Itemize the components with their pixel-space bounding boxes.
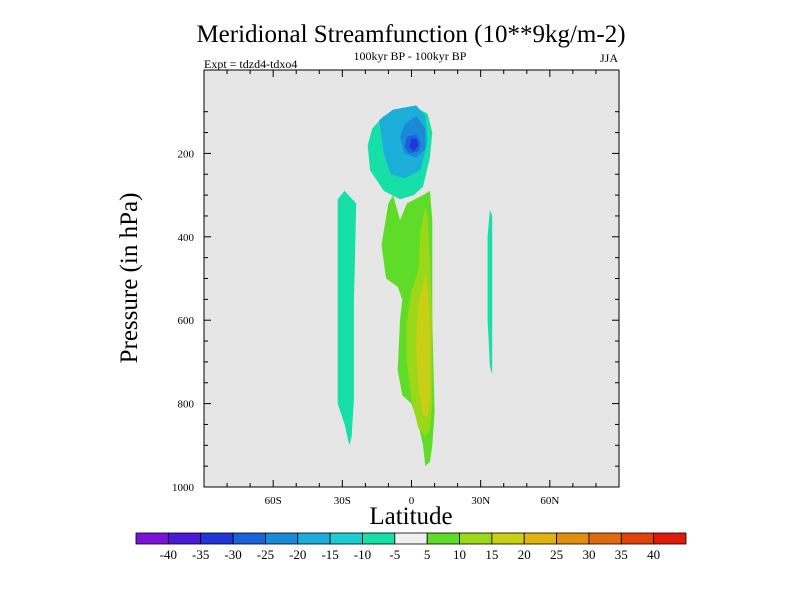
x-tick-label: 30S [334,495,351,507]
colorbar-label: 20 [518,547,531,562]
colorbar-label: 10 [453,547,466,562]
colorbar-swatch [523,532,557,545]
colorbar-swatch [653,532,687,545]
x-tick-labels: 60S 30S 0 30N 60N [265,495,560,507]
colorbar-label: -30 [224,547,241,562]
x-tick-label: 0 [409,495,415,507]
x-tick-label: 60S [265,495,282,507]
colorbar-swatch [167,532,202,545]
tick-layer [204,70,619,487]
colorbar-label: 35 [615,547,628,562]
chart-subtitle: 100kyr BP - 100kyr BP [354,49,467,63]
colorbar-label: 25 [550,547,563,562]
colorbar-swatch [588,532,622,545]
colorbar-swatch [362,532,396,545]
colorbar-swatch [556,532,590,545]
x-tick-label: 30N [471,495,490,507]
contour-layer [337,105,493,467]
contour-cell-g [409,138,419,152]
colorbar-swatch [200,532,234,545]
colorbar-label: 30 [582,547,595,562]
colorbar-label: 15 [485,547,498,562]
y-tick-labels: 200 400 600 800 1000 [172,148,195,494]
colorbar-swatch [135,532,169,545]
contour-cell-j [416,274,430,417]
x-axis-label: Latitude [369,503,452,530]
colorbar-label: -5 [389,547,400,562]
contour-cell-a [337,190,357,446]
colorbar-label: -35 [192,547,209,562]
y-tick-label: 1000 [172,482,195,494]
experiment-label: Expt = tdzd4-tdxo4 [204,57,297,71]
y-tick-label: 400 [178,232,195,244]
x-tick-label: 60N [540,495,559,507]
contour-cell-b [487,209,493,375]
colorbar-swatch [265,532,299,545]
colorbar-swatch [426,532,460,545]
y-tick-label: 600 [178,315,195,327]
season-label: JJA [600,51,618,65]
colorbar-label: -25 [257,547,274,562]
y-axis-label: Pressure (in hPa) [116,193,143,364]
colorbar-swatch [620,532,655,545]
y-tick-label: 800 [178,399,195,411]
colorbar-label: -15 [321,547,338,562]
colorbar-labels: -40 -35 -30 -25 -20 -15 -10 -5 5 10 15 20 25 30 35 40 [160,547,660,562]
colorbar-swatch [297,532,331,545]
chart-title: Meridional Streamfunction (10**9kg/m-2) [196,21,625,48]
colorbar-label: -20 [289,547,306,562]
colorbar-label: 40 [647,547,660,562]
colorbar-swatch [394,532,428,545]
colorbar-swatch [232,532,266,545]
y-tick-label: 200 [178,148,195,160]
colorbar-label: 5 [424,547,431,562]
colorbar-label: -40 [160,547,177,562]
colorbar-swatch [329,532,363,545]
colorbar-swatch [491,532,525,545]
colorbar-swatch [459,532,493,545]
colorbar-label: -10 [354,547,371,562]
colorbar [135,532,687,545]
